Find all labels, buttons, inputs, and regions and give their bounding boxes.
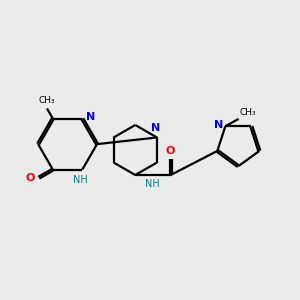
Text: O: O: [25, 173, 34, 183]
Text: NH: NH: [145, 179, 159, 189]
Text: N: N: [214, 120, 223, 130]
Text: NH: NH: [74, 175, 88, 185]
Text: CH₃: CH₃: [239, 107, 256, 116]
Text: CH₃: CH₃: [39, 96, 55, 105]
Text: N: N: [151, 123, 160, 133]
Text: N: N: [86, 112, 95, 122]
Text: O: O: [166, 146, 175, 156]
